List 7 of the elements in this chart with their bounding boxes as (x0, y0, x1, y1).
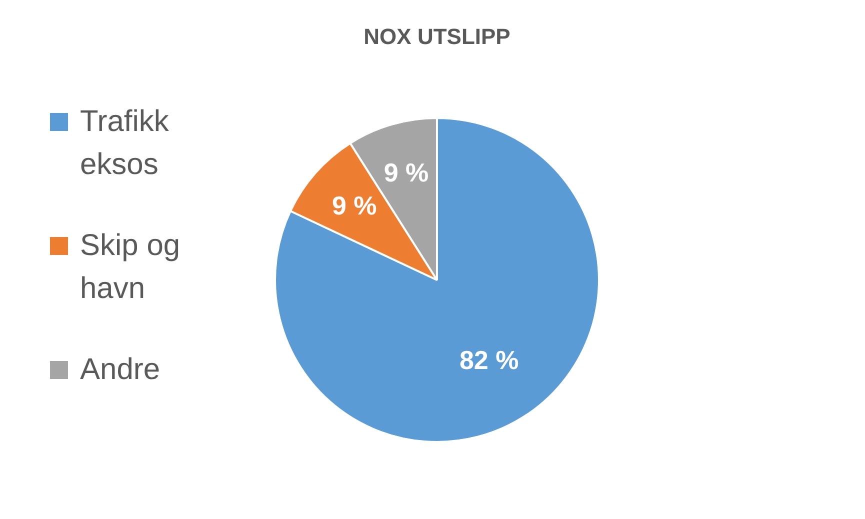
legend-label: Andre (80, 352, 162, 388)
data-label: 9 % (384, 157, 429, 188)
chart-title: NOX UTSLIPP (362, 24, 512, 50)
data-label: 82 % (459, 345, 519, 376)
legend-label: Skip og havn (80, 228, 182, 307)
data-label: 9 % (332, 190, 377, 220)
legend-label: Trafikk eksos (80, 104, 170, 183)
